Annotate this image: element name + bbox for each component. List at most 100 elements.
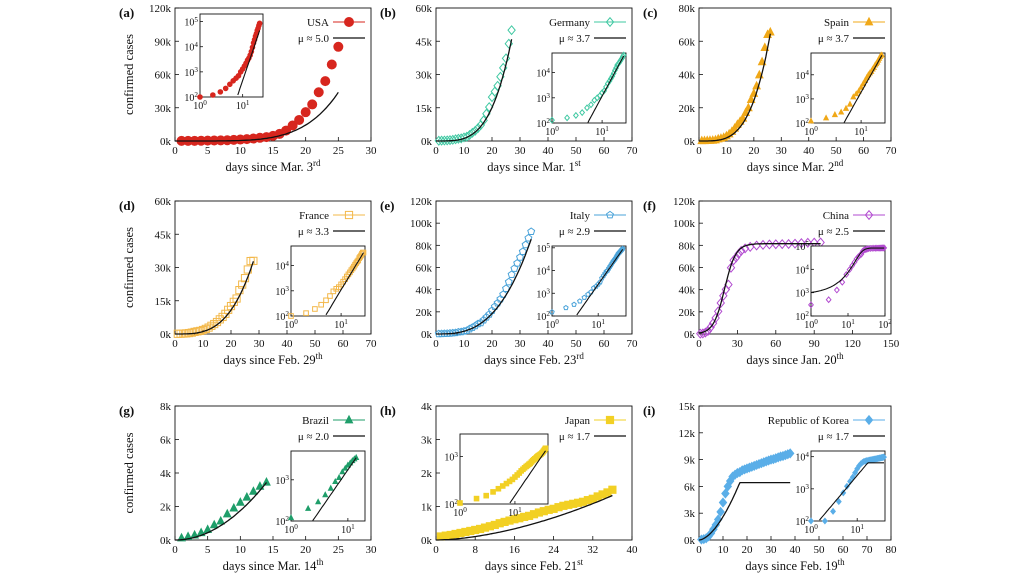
inset-y-tick-label: 103 bbox=[795, 483, 809, 496]
data-point bbox=[855, 87, 862, 94]
x-tick-label: 10 bbox=[721, 145, 733, 157]
data-point bbox=[765, 239, 774, 250]
inset-y-tick-label: 105 bbox=[536, 242, 550, 255]
x-axis-label: days since Jan. 20th bbox=[746, 351, 844, 367]
x-tick-label: 50 bbox=[310, 338, 322, 350]
data-point bbox=[833, 286, 840, 294]
chart-panel-4: 0 10 20 30 40 50 60 70 0k 15k 30k 45k 60k (d) days sin… bbox=[119, 196, 377, 367]
data-point bbox=[595, 281, 601, 287]
data-point bbox=[307, 99, 318, 110]
x-tick-label: 30 bbox=[366, 145, 378, 157]
y-tick-label: 120k bbox=[149, 3, 172, 15]
data-point bbox=[741, 107, 751, 116]
data-point bbox=[856, 251, 863, 259]
inset-x-tick-label: 100 bbox=[545, 125, 559, 138]
data-point bbox=[716, 297, 726, 309]
panel-label: (b) bbox=[380, 5, 396, 20]
legend-exponent: μ ≈ 2.0 bbox=[298, 431, 330, 443]
x-tick-label: 30 bbox=[766, 544, 778, 556]
data-point bbox=[510, 264, 519, 272]
data-point bbox=[243, 265, 252, 274]
data-point bbox=[323, 297, 329, 304]
x-tick-label: 0 bbox=[696, 145, 702, 157]
inset-y-tick-label: 102 bbox=[275, 515, 289, 528]
data-point bbox=[210, 92, 216, 98]
data-point bbox=[513, 258, 522, 267]
legend-exponent: μ ≈ 3.7 bbox=[559, 33, 591, 45]
data-point bbox=[843, 270, 850, 279]
data-point bbox=[785, 448, 795, 459]
inset-x-tick-label: 100 bbox=[804, 125, 818, 138]
inset-y-tick-label: 103 bbox=[536, 287, 550, 300]
x-tick-label: 20 bbox=[487, 145, 499, 157]
data-point bbox=[825, 296, 832, 304]
panel-label: (f) bbox=[643, 198, 656, 213]
data-point bbox=[315, 498, 322, 505]
x-tick-label: 30 bbox=[366, 544, 378, 556]
inset-loglog: 100 101 102 103 bbox=[444, 433, 549, 519]
data-point bbox=[777, 239, 787, 250]
data-point bbox=[790, 238, 800, 249]
data-point bbox=[850, 93, 857, 100]
x-tick-label: 40 bbox=[543, 338, 555, 350]
data-point bbox=[434, 135, 444, 146]
x-tick-label: 40 bbox=[282, 338, 294, 350]
data-point bbox=[853, 255, 860, 263]
y-tick-label: 8k bbox=[160, 401, 172, 413]
y-tick-label: 90k bbox=[155, 36, 172, 48]
data-point bbox=[864, 209, 874, 221]
x-tick-label: 20 bbox=[300, 145, 312, 157]
data-point bbox=[216, 515, 226, 525]
y-tick-label: 15k bbox=[416, 103, 433, 115]
data-point bbox=[703, 325, 713, 336]
inset-y-tick-label: 103 bbox=[444, 451, 458, 464]
x-tick-label: 10 bbox=[235, 145, 247, 157]
x-axis-label-text: days since Jan. 20 bbox=[746, 353, 836, 367]
y-tick-label: 15k bbox=[155, 296, 172, 308]
x-tick-label: 120 bbox=[844, 338, 861, 350]
data-point bbox=[229, 502, 239, 512]
y-tick-label: 6k bbox=[160, 435, 172, 447]
y-tick-label: 20k bbox=[679, 307, 696, 319]
data-point bbox=[803, 237, 813, 248]
x-axis-label: days since Mar. 1st bbox=[487, 158, 581, 174]
inset-frame bbox=[551, 52, 627, 124]
legend-exponent: μ ≈ 2.9 bbox=[559, 226, 591, 238]
y-tick-label: 1k bbox=[421, 502, 433, 514]
chart-panel-8: 0 8 16 24 32 40 0k 1k 2k 3k 4k (h) days since Feb. 2… bbox=[380, 401, 638, 573]
data-point bbox=[242, 492, 252, 501]
data-point bbox=[734, 248, 743, 259]
x-axis-label-text: days since Feb. 29 bbox=[223, 353, 315, 367]
x-axis-label-superscript: th bbox=[838, 557, 846, 567]
x-tick-label: 60 bbox=[770, 338, 782, 350]
x-tick-label: 25 bbox=[333, 145, 345, 157]
data-point bbox=[518, 247, 527, 255]
x-tick-label: 50 bbox=[814, 544, 826, 556]
legend-country: China bbox=[823, 210, 849, 222]
data-point bbox=[808, 301, 814, 309]
inset-x-tick-label: 100 bbox=[284, 318, 298, 331]
x-tick-label: 20 bbox=[742, 544, 754, 556]
inset-y-tick-label: 104 bbox=[275, 260, 289, 273]
y-tick-label: 2k bbox=[421, 468, 433, 480]
x-tick-label: 30 bbox=[776, 145, 788, 157]
y-tick-label: 12k bbox=[679, 428, 696, 440]
x-axis-label-text: days since Feb. 23 bbox=[484, 353, 576, 367]
chart-panel-2: 0 10 20 30 40 50 60 70 0k 15k 30k 45k 60k (b) days sin… bbox=[380, 3, 638, 174]
x-tick-label: 0 bbox=[172, 145, 178, 157]
data-point bbox=[515, 253, 525, 261]
y-tick-label: 80k bbox=[679, 3, 696, 15]
legend-country: Germany bbox=[549, 17, 590, 29]
data-point bbox=[572, 111, 579, 119]
inset-loglog: 100 101 102 103 bbox=[275, 450, 366, 536]
x-axis-label-superscript: st bbox=[577, 557, 584, 567]
data-point bbox=[318, 301, 324, 308]
x-tick-label: 32 bbox=[587, 544, 598, 556]
data-point bbox=[197, 94, 203, 100]
y-tick-label: 45k bbox=[416, 36, 433, 48]
y-tick-label: 4k bbox=[160, 468, 172, 480]
inset-x-tick-label: 100 bbox=[193, 99, 207, 112]
inset-y-tick-label: 102 bbox=[536, 117, 550, 130]
x-tick-label: 10 bbox=[459, 338, 471, 350]
data-point bbox=[499, 290, 508, 298]
